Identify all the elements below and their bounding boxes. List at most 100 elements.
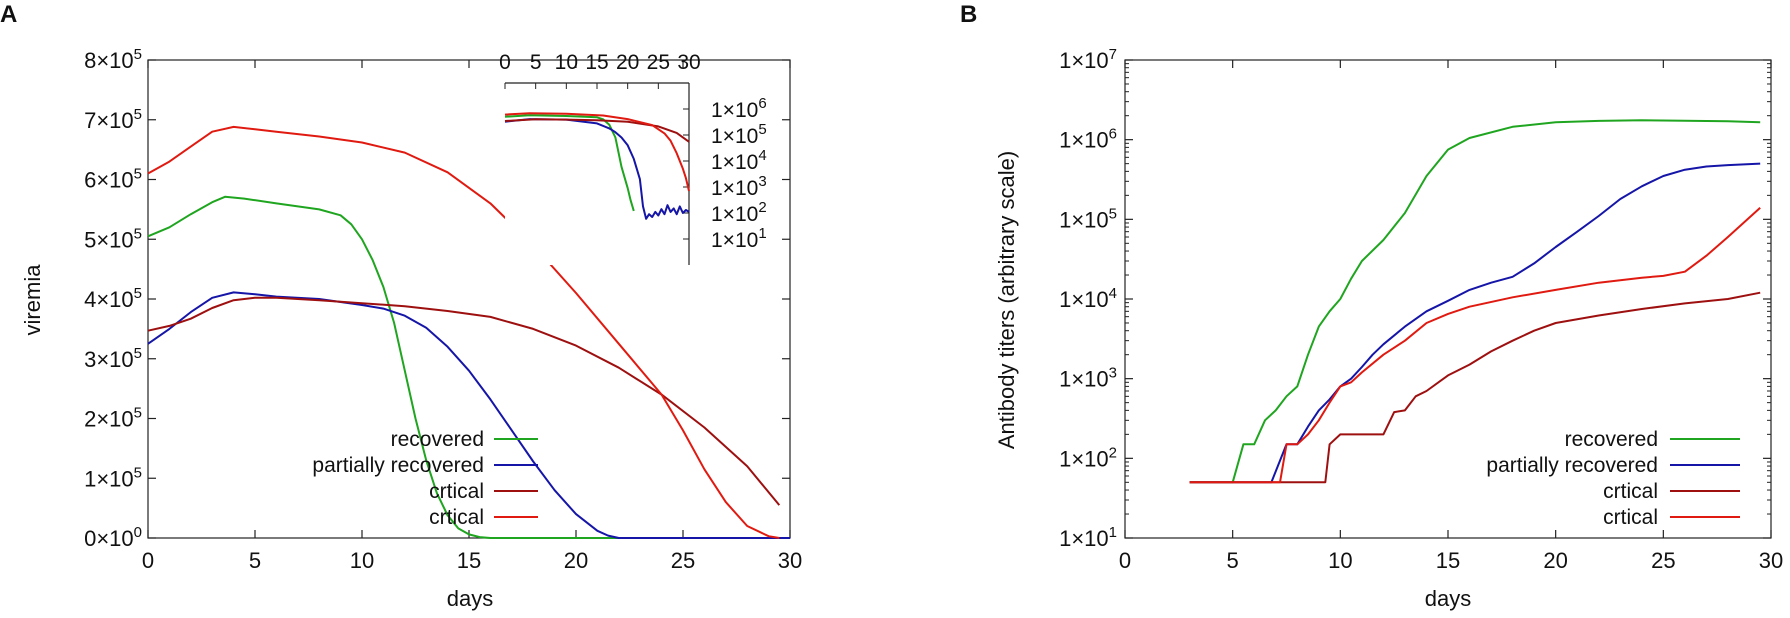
panel-a-series-recovered-green	[147, 195, 790, 539]
panel-b-xtick-label: 25	[1651, 548, 1675, 573]
inset-ytick-label-exponent: 3	[758, 173, 766, 190]
legend-a-label-recovered: recovered	[391, 428, 484, 451]
inset-series-crtical-darkred	[504, 118, 690, 143]
inset-ytick-label-exponent: 1	[758, 225, 766, 242]
panel-b-ytick-label-mantissa: 1×10	[1059, 287, 1109, 312]
panel-a-xtick-label: 15	[457, 548, 481, 573]
panel-b-ytick-label-exponent: 5	[1109, 205, 1117, 222]
panel-a-ytick-label-exponent: 5	[134, 166, 142, 183]
inset-background	[505, 83, 689, 265]
panel-a-chart: 0 5 10 15 20 25 300×1001×1052×1053×1054×1055×1…	[20, 46, 802, 611]
panel-b-ytick-label: 1×104	[1059, 285, 1117, 312]
legend-a-label-partially-recovered: partially recovered	[312, 454, 484, 477]
panel-a-series-crtical-red	[147, 125, 780, 539]
panel-a-series	[147, 125, 790, 539]
panel-b-axes: 0 5 10 15 20 25 301×1011×1021×1031×1041×1051×1…	[1059, 46, 1783, 573]
panel-b-ytick-label: 1×105	[1059, 205, 1117, 232]
panel-a-ytick-label: 8×105	[84, 46, 142, 73]
panel-b-series-crtical-darkred	[1189, 291, 1761, 484]
panel-a-ytick-label-exponent: 5	[134, 464, 142, 481]
panel-b-series-crtical-red	[1189, 206, 1761, 484]
panel-b-ytick-label-exponent: 4	[1109, 285, 1117, 302]
panel-a-series-partially-recovered-blue	[147, 291, 790, 539]
inset-series-partially-recovered-blue	[504, 118, 690, 220]
inset-axes: 0 5 10 15 20 25 301×1011×1021×1031×1041×1051×1…	[499, 51, 767, 252]
panel-b-ytick-label-mantissa: 1×10	[1059, 48, 1109, 73]
panel-b-ytick-label-mantissa: 1×10	[1059, 128, 1109, 153]
panel-label-a: A	[0, 1, 17, 28]
legend-b-label-critical-dark: crtical	[1603, 480, 1658, 503]
panel-a-ytick-label-mantissa: 1×10	[84, 466, 134, 491]
inset-xtick-label: 5	[530, 51, 542, 74]
panel-b-xtick-label: 0	[1119, 548, 1131, 573]
inset-ytick-label: 1×105	[711, 121, 767, 148]
panel-a-xlabel: days	[447, 586, 493, 611]
inset-xtick-label: 20	[616, 51, 639, 74]
inset-ytick-label-mantissa: 1×10	[711, 99, 758, 122]
panel-b-ytick-label-mantissa: 1×10	[1059, 446, 1109, 471]
panel-b-ytick-label: 1×106	[1059, 126, 1117, 153]
panel-a-ytick-label: 1×105	[84, 464, 142, 491]
legend-b-label-recovered: recovered	[1565, 428, 1658, 451]
panel-a-ytick-label-exponent: 5	[134, 106, 142, 123]
legend-b-label-critical-red: crtical	[1603, 506, 1658, 529]
inset-xtick-label: 25	[647, 51, 670, 74]
panel-a-ytick-label-mantissa: 6×10	[84, 168, 134, 193]
inset-ytick-label: 1×102	[711, 199, 767, 226]
inset-ytick-label-exponent: 6	[758, 95, 766, 112]
legend-a-label-critical-dark: crtical	[429, 480, 484, 503]
legend-a-label-critical-red: crtical	[429, 506, 484, 529]
panel-a-ytick-label-exponent: 5	[134, 46, 142, 63]
panel-a-xtick-label: 10	[350, 548, 374, 573]
panel-a-ytick-label: 6×105	[84, 166, 142, 193]
panel-b-series	[1189, 119, 1761, 484]
inset-xtick-label: 10	[555, 51, 578, 74]
panel-b-ytick-label-exponent: 2	[1109, 444, 1117, 461]
inset-xtick-label: 15	[585, 51, 608, 74]
panel-a-ytick-label-mantissa: 3×10	[84, 347, 134, 372]
panel-a-ytick-label: 2×105	[84, 405, 142, 432]
panel-a-ytick-label-mantissa: 5×10	[84, 227, 134, 252]
panel-b-ytick-label: 1×102	[1059, 444, 1117, 471]
inset-series-crtical-red	[504, 112, 690, 192]
inset-ytick-label-exponent: 4	[758, 147, 766, 164]
legend-b-label-partially-recovered: partially recovered	[1486, 454, 1658, 477]
panel-b-ytick-label-mantissa: 1×10	[1059, 526, 1109, 551]
panel-a-ytick-label-mantissa: 8×10	[84, 48, 134, 73]
inset-series-recovered-green	[504, 114, 635, 212]
inset-ytick-label-mantissa: 1×10	[711, 177, 758, 200]
inset-xtick-label: 0	[499, 51, 511, 74]
panel-b-ytick-label-mantissa: 1×10	[1059, 207, 1109, 232]
inset-ytick-label: 1×106	[711, 95, 767, 122]
inset-series	[504, 112, 690, 220]
panel-b-series-partially-recovered-blue	[1189, 162, 1761, 484]
inset-ytick-label: 1×104	[711, 147, 767, 174]
panel-b-xlabel: days	[1425, 586, 1471, 611]
panel-b-ytick-label: 1×107	[1059, 46, 1117, 73]
panel-b-xtick-label: 20	[1543, 548, 1567, 573]
panel-a-ytick-label-mantissa: 0×10	[84, 526, 134, 551]
panel-b-ytick-label-exponent: 3	[1109, 365, 1117, 382]
panel-label-b: B	[960, 1, 977, 28]
panel-a-axes: 0 5 10 15 20 25 300×1001×1052×1053×1054×1055×1…	[84, 46, 802, 573]
panel-b-frame	[1124, 59, 1772, 539]
panel-b-ytick-label: 1×103	[1059, 365, 1117, 392]
panel-b-xtick-label: 10	[1328, 548, 1352, 573]
inset-ytick-label: 1×103	[711, 173, 767, 200]
panel-a-ytick-label-exponent: 5	[134, 285, 142, 302]
panel-a-ytick-label-mantissa: 2×10	[84, 407, 134, 432]
panel-a-ytick-label-exponent: 5	[134, 225, 142, 242]
panel-a-ytick-label: 5×105	[84, 225, 142, 252]
panel-a-ytick-label-mantissa: 4×10	[84, 287, 134, 312]
panel-a-inset: 0 5 10 15 20 25 301×1011×1021×1031×1041×1051×1…	[499, 51, 767, 265]
panel-b-series-recovered-green	[1189, 119, 1761, 484]
panel-a-xtick-label: 20	[564, 548, 588, 573]
panel-a-legend: recovered partially recovered crtical cr…	[312, 428, 538, 529]
panel-b-chart: 0 5 10 15 20 25 301×1011×1021×1031×1041×1051×1…	[994, 46, 1783, 611]
inset-ytick-label-mantissa: 1×10	[711, 203, 758, 226]
panel-a-ytick-label-exponent: 5	[134, 345, 142, 362]
panel-b-xtick-label: 5	[1227, 548, 1239, 573]
inset-ytick-label-mantissa: 1×10	[711, 229, 758, 252]
inset-ytick-label-mantissa: 1×10	[711, 151, 758, 174]
